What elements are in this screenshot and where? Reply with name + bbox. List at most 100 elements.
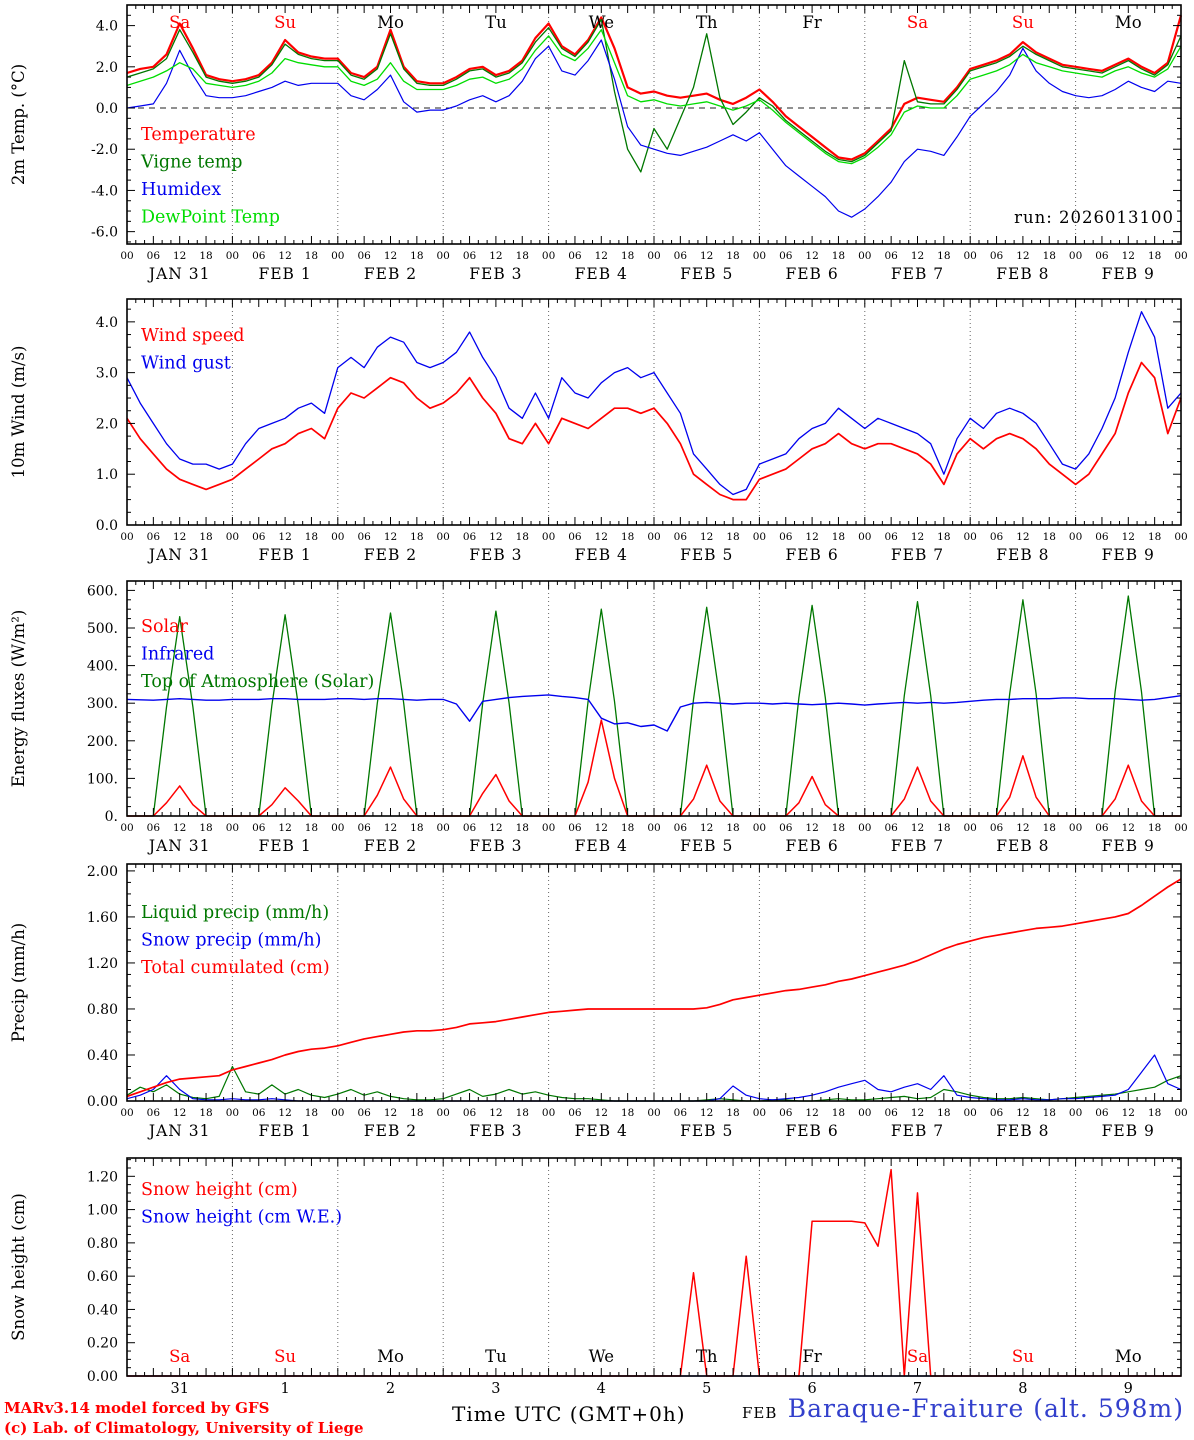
dayname-label: Mo bbox=[377, 1347, 404, 1366]
series-dewpoint-temp bbox=[126, 29, 1182, 165]
xtick-label: 06 bbox=[674, 531, 688, 543]
ytick-label: 0.40 bbox=[87, 1302, 118, 1318]
xtick-label: 12 bbox=[595, 1107, 608, 1119]
xtick-label: 18 bbox=[410, 250, 423, 262]
xtick-label: 18 bbox=[937, 1107, 950, 1119]
date-label: FEB 8 bbox=[996, 837, 1049, 855]
date-label: FEB 1 bbox=[258, 837, 311, 855]
xtick-label: 00 bbox=[331, 250, 344, 262]
panel-wind: 4.0 3.0 2.0 1.0 0.0 10m Wind (m/s) 00 06 12 18 00 0… bbox=[9, 298, 1188, 564]
day-number-label: 1 bbox=[280, 1381, 289, 1397]
legend-total-cumulated-cm: Total cumulated (cm) bbox=[141, 958, 330, 978]
legend-top-of-atmosphere-solar: Top of Atmosphere (Solar) bbox=[141, 672, 374, 692]
xtick-label: 00 bbox=[858, 250, 871, 262]
xtick-label: 18 bbox=[726, 250, 739, 262]
y-axis-title: 10m Wind (m/s) bbox=[9, 346, 28, 479]
xtick-label: 00 bbox=[437, 531, 450, 543]
date-label: FEB 2 bbox=[364, 265, 417, 283]
day-number-label: 5 bbox=[702, 1381, 711, 1397]
xtick-label: 18 bbox=[937, 250, 950, 262]
xtick-label: 12 bbox=[489, 531, 502, 543]
date-label: FEB 2 bbox=[364, 1122, 417, 1140]
xtick-label: 18 bbox=[199, 250, 212, 262]
ytick-label: 0.00 bbox=[87, 1369, 118, 1385]
date-label: FEB 8 bbox=[996, 1122, 1049, 1140]
xtick-label: 12 bbox=[911, 1107, 924, 1119]
xtick-label: 00 bbox=[647, 250, 660, 262]
xtick-label: 18 bbox=[621, 250, 634, 262]
xtick-label: 06 bbox=[1095, 1107, 1109, 1119]
date-label: FEB 1 bbox=[258, 265, 311, 283]
xtick-label: 00 bbox=[1069, 1107, 1082, 1119]
date-label: FEB 7 bbox=[891, 265, 944, 283]
date-label: FEB 3 bbox=[469, 265, 522, 283]
date-label: FEB 9 bbox=[1102, 1122, 1155, 1140]
date-label: FEB 6 bbox=[785, 265, 838, 283]
ytick-label: 0.00 bbox=[87, 1094, 118, 1110]
xtick-label: 12 bbox=[595, 822, 608, 834]
xtick-label: 06 bbox=[568, 250, 582, 262]
xtick-label: 06 bbox=[674, 250, 688, 262]
date-label: FEB 9 bbox=[1102, 837, 1155, 855]
xtick-label: 18 bbox=[305, 1107, 318, 1119]
xtick-label: 00 bbox=[120, 250, 133, 262]
xtick-label: 00 bbox=[331, 822, 344, 834]
xtick-label: 18 bbox=[726, 531, 739, 543]
xtick-label: 18 bbox=[410, 1107, 423, 1119]
xtick-label: 06 bbox=[1095, 822, 1109, 834]
xtick-label: 00 bbox=[437, 822, 450, 834]
panel-frame bbox=[126, 863, 1182, 1102]
xtick-label: 00 bbox=[226, 822, 239, 834]
ytick-label: 0.80 bbox=[87, 1002, 118, 1018]
xtick-label: 12 bbox=[489, 250, 502, 262]
day-number-label: 8 bbox=[1018, 1381, 1027, 1397]
date-label: FEB 2 bbox=[364, 546, 417, 564]
xtick-label: 12 bbox=[278, 531, 291, 543]
xtick-label: 00 bbox=[437, 250, 450, 262]
xtick-label: 18 bbox=[1043, 531, 1056, 543]
ytick-label: 400. bbox=[87, 659, 118, 675]
xtick-label: 06 bbox=[252, 822, 266, 834]
model-credit-line2: (c) Lab. of Climatology, University of L… bbox=[4, 1419, 364, 1437]
station-title: Baraque-Fraiture (alt. 598m) bbox=[787, 1394, 1184, 1423]
date-label: FEB 7 bbox=[891, 546, 944, 564]
panel-energy: 600. 500. 400. 300. 200. 100. 0. Energy fluxes … bbox=[9, 580, 1188, 855]
xtick-label: 06 bbox=[147, 531, 161, 543]
dayname-label: Mo bbox=[377, 13, 404, 32]
legend-liquid-precip-mm-h: Liquid precip (mm/h) bbox=[141, 903, 329, 923]
xtick-label: 00 bbox=[542, 1107, 555, 1119]
xtick-label: 00 bbox=[226, 531, 239, 543]
xtick-label: 18 bbox=[410, 822, 423, 834]
xtick-label: 12 bbox=[278, 250, 291, 262]
xtick-label: 06 bbox=[990, 822, 1004, 834]
run-label: run: 2026013100 bbox=[1014, 208, 1174, 227]
y-axis-title: 2m Temp. (°C) bbox=[9, 64, 28, 185]
xtick-label: 12 bbox=[911, 250, 924, 262]
ytick-label: 2.00 bbox=[87, 864, 118, 880]
xtick-label: 00 bbox=[964, 531, 977, 543]
xtick-label: 12 bbox=[1122, 531, 1135, 543]
xtick-label: 18 bbox=[937, 531, 950, 543]
model-credit: MARv3.14 model forced by GFS (c) Lab. of… bbox=[4, 1398, 364, 1438]
xtick-label: 00 bbox=[1174, 250, 1187, 262]
panel-snow: 1.20 1.00 0.80 0.60 0.40 0.20 0.00 Snow height … bbox=[9, 1157, 1182, 1397]
xtick-label: 18 bbox=[516, 822, 529, 834]
ytick-label: 4.0 bbox=[96, 315, 118, 331]
xtick-label: 12 bbox=[700, 822, 713, 834]
ytick-label: 200. bbox=[87, 734, 118, 750]
xtick-label: 06 bbox=[568, 822, 582, 834]
xtick-label: 12 bbox=[805, 822, 818, 834]
date-label: FEB 3 bbox=[469, 1122, 522, 1140]
xtick-label: 06 bbox=[779, 250, 793, 262]
dayname-label: Th bbox=[696, 1347, 718, 1366]
ytick-label: -6.0 bbox=[91, 225, 118, 241]
xtick-label: 18 bbox=[621, 1107, 634, 1119]
date-label: FEB 6 bbox=[785, 1122, 838, 1140]
date-label: FEB 4 bbox=[575, 546, 628, 564]
xtick-label: 18 bbox=[1148, 822, 1161, 834]
y-axis-title: Energy fluxes (W/m²) bbox=[9, 610, 28, 788]
xtick-label: 12 bbox=[595, 531, 608, 543]
xtick-label: 18 bbox=[1148, 531, 1161, 543]
dayname-label: Sa bbox=[907, 1347, 928, 1366]
